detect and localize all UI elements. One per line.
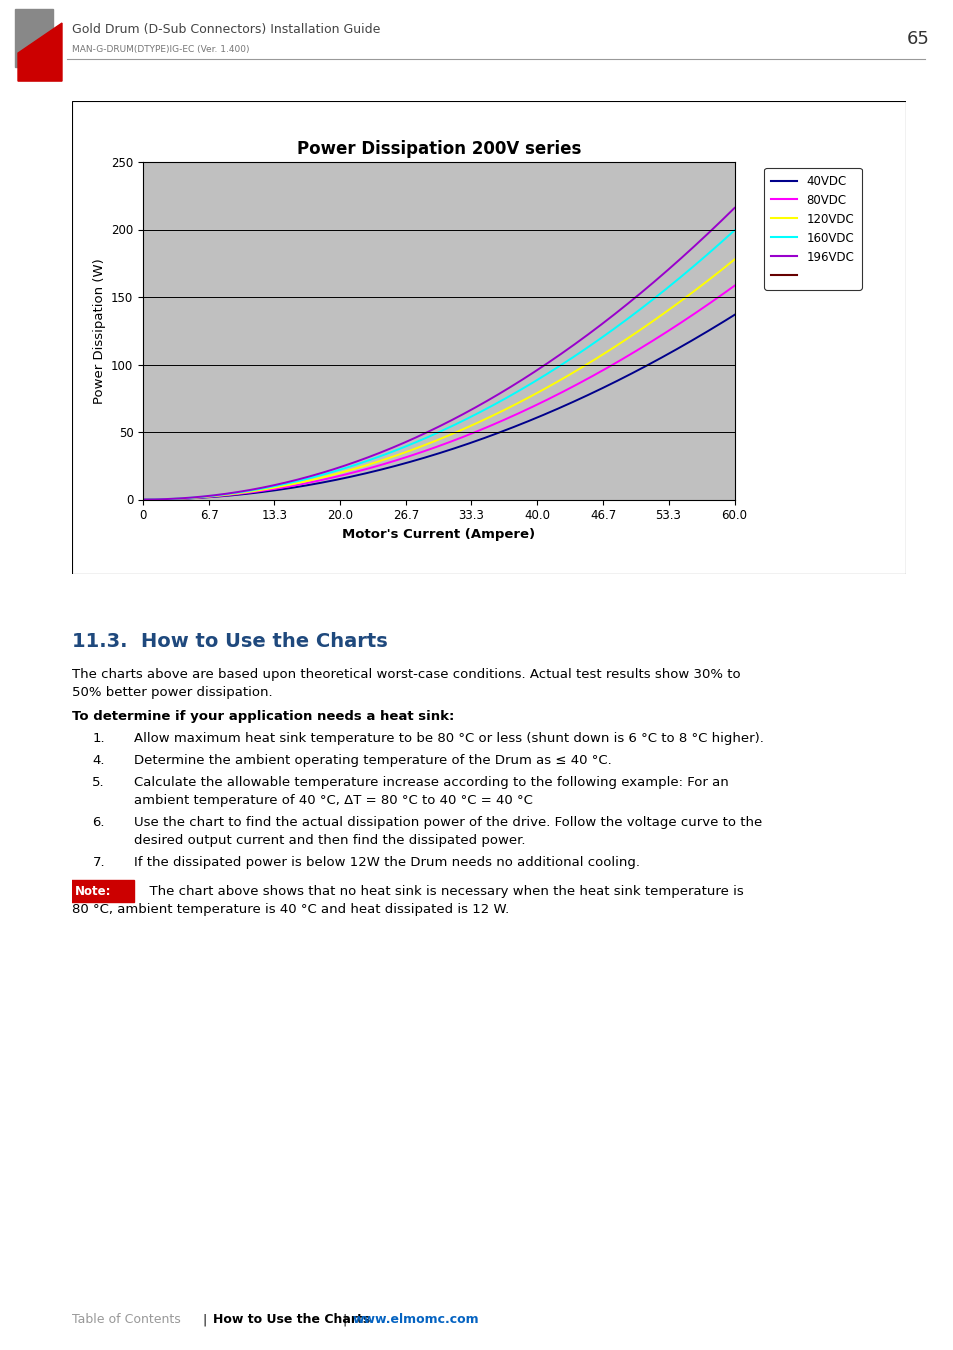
196VDC: [330, 460, 341, 477]
196VDC: [209, 487, 220, 504]
Legend: 40VDC, 80VDC, 120VDC, 160VDC, 196VDC, : 40VDC, 80VDC, 120VDC, 160VDC, 196VDC,: [763, 167, 861, 290]
40VDC: [372, 463, 383, 479]
160VDC: [137, 491, 149, 508]
80VDC: [209, 489, 220, 505]
Text: www.elmomc.com: www.elmomc.com: [353, 1314, 479, 1326]
196VDC: [509, 377, 520, 393]
196VDC: [372, 446, 383, 462]
Text: The charts above are based upon theoretical worst-case conditions. Actual test r: The charts above are based upon theoreti…: [71, 668, 740, 680]
80VDC: [137, 491, 149, 508]
40VDC: [567, 394, 578, 410]
X-axis label: Motor's Current (Ampere): Motor's Current (Ampere): [342, 528, 535, 541]
Line: 80VDC: 80VDC: [143, 286, 734, 500]
120VDC: [509, 397, 520, 413]
160VDC: [564, 351, 576, 367]
Text: |: |: [194, 1314, 207, 1326]
Polygon shape: [18, 23, 62, 81]
40VDC: [564, 396, 576, 412]
Text: 65: 65: [906, 30, 929, 49]
196VDC: [567, 338, 578, 354]
Text: 7.: 7.: [92, 856, 105, 869]
Text: desired output current and then find the dissipated power.: desired output current and then find the…: [134, 834, 525, 846]
Text: Gold Drum (D-Sub Connectors) Installation Guide: Gold Drum (D-Sub Connectors) Installatio…: [71, 23, 380, 36]
Text: 5.: 5.: [92, 776, 105, 788]
FancyBboxPatch shape: [70, 880, 134, 902]
Text: To determine if your application needs a heat sink:: To determine if your application needs a…: [71, 710, 454, 722]
40VDC: [209, 489, 220, 505]
Line: 160VDC: 160VDC: [143, 231, 734, 500]
120VDC: [564, 366, 576, 382]
196VDC: [564, 339, 576, 355]
80VDC: [567, 378, 578, 394]
Text: Determine the ambient operating temperature of the Drum as ≤ 40 °C.: Determine the ambient operating temperat…: [134, 753, 611, 767]
196VDC: [137, 491, 149, 508]
Text: 4.: 4.: [92, 753, 105, 767]
40VDC: [509, 418, 520, 435]
196VDC: [728, 200, 740, 216]
Text: If the dissipated power is below 12W the Drum needs no additional cooling.: If the dissipated power is below 12W the…: [134, 856, 639, 869]
Text: |: |: [342, 1314, 347, 1326]
120VDC: [137, 491, 149, 508]
120VDC: [728, 251, 740, 267]
Text: Use the chart to find the actual dissipation power of the drive. Follow the volt: Use the chart to find the actual dissipa…: [134, 815, 761, 829]
Text: 50% better power dissipation.: 50% better power dissipation.: [71, 686, 272, 699]
Text: ambient temperature of 40 °C, ΔT = 80 °C to 40 °C = 40 °C: ambient temperature of 40 °C, ΔT = 80 °C…: [134, 794, 533, 807]
80VDC: [564, 379, 576, 396]
Line: 120VDC: 120VDC: [143, 259, 734, 500]
80VDC: [372, 458, 383, 474]
120VDC: [209, 487, 220, 504]
Line: 40VDC: 40VDC: [143, 315, 734, 500]
Text: MAN-G-DRUM(DTYPE)IG-EC (Ver. 1.400): MAN-G-DRUM(DTYPE)IG-EC (Ver. 1.400): [71, 45, 250, 54]
Text: 11.3.  How to Use the Charts: 11.3. How to Use the Charts: [71, 632, 387, 651]
Text: 6.: 6.: [92, 815, 105, 829]
40VDC: [728, 306, 740, 323]
Text: Table of Contents: Table of Contents: [71, 1314, 180, 1326]
80VDC: [330, 468, 341, 485]
Text: Allow maximum heat sink temperature to be 80 °C or less (shunt down is 6 °C to 8: Allow maximum heat sink temperature to b…: [134, 732, 763, 745]
160VDC: [330, 463, 341, 479]
Text: The chart above shows that no heat sink is necessary when the heat sink temperat: The chart above shows that no heat sink …: [141, 884, 742, 898]
Title: Power Dissipation 200V series: Power Dissipation 200V series: [296, 139, 580, 158]
40VDC: [330, 471, 341, 487]
120VDC: [330, 466, 341, 482]
Text: Note:: Note:: [74, 884, 112, 898]
Y-axis label: Power Dissipation (W): Power Dissipation (W): [92, 258, 106, 404]
160VDC: [728, 223, 740, 239]
Bar: [15, 9, 53, 68]
120VDC: [372, 454, 383, 470]
40VDC: [137, 491, 149, 508]
Text: 80 °C, ambient temperature is 40 °C and heat dissipated is 12 W.: 80 °C, ambient temperature is 40 °C and …: [71, 903, 508, 915]
Text: 1.: 1.: [92, 732, 105, 745]
Text: Calculate the allowable temperature increase according to the following example:: Calculate the allowable temperature incr…: [134, 776, 728, 788]
160VDC: [509, 385, 520, 401]
160VDC: [209, 487, 220, 504]
160VDC: [372, 450, 383, 466]
80VDC: [728, 278, 740, 294]
Text: How to Use the Charts: How to Use the Charts: [213, 1314, 371, 1326]
80VDC: [509, 406, 520, 423]
Line: 196VDC: 196VDC: [143, 208, 734, 500]
120VDC: [567, 364, 578, 381]
160VDC: [567, 350, 578, 366]
